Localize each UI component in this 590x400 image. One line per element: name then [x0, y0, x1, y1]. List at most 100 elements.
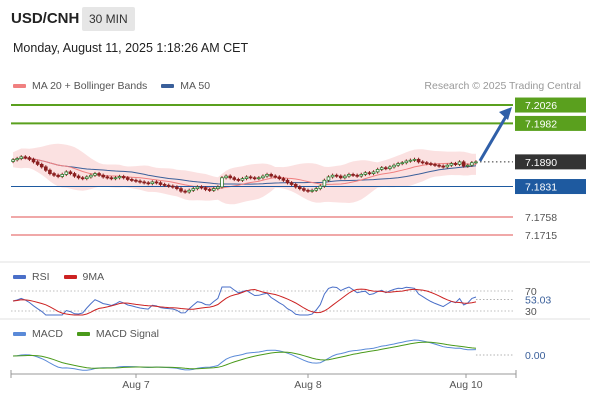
candle-down	[52, 173, 56, 176]
ma20-swatch	[13, 84, 26, 88]
candle-up	[64, 171, 69, 175]
macd-signal-swatch	[76, 332, 90, 336]
candle-down	[429, 163, 433, 165]
timeframe-button[interactable]: 30 MIN	[82, 7, 135, 31]
macd-label: MACD	[32, 328, 63, 340]
candle-up	[379, 167, 384, 170]
level-label: 7.1890	[525, 157, 557, 169]
candle-down	[48, 169, 52, 174]
candle-up	[113, 177, 118, 180]
candle-down	[232, 177, 237, 180]
candle-down	[281, 178, 286, 181]
rsi-swatch	[13, 275, 26, 279]
rsi-legend: RSI 9MA	[13, 271, 118, 283]
level-label: 7.2026	[525, 100, 557, 112]
legend-ma50: MA 50	[161, 80, 210, 92]
candle-down	[80, 177, 85, 180]
candle-up	[191, 188, 196, 191]
candle-up	[187, 189, 191, 193]
candle-down	[109, 177, 114, 180]
level-badge	[515, 115, 586, 131]
candle-down	[252, 177, 257, 180]
candle-down	[269, 174, 273, 177]
candle-down	[68, 171, 73, 174]
candle-up	[265, 174, 269, 177]
price-panel: 7.2026 7.1982 7.1890 7.1831 7.1758 7.1715	[11, 97, 586, 242]
candle-down	[158, 182, 163, 185]
symbol-title: USD/CNH	[11, 10, 80, 27]
rsi-level-label: 70	[525, 286, 537, 298]
level-badge	[515, 179, 586, 195]
candle-down	[306, 189, 310, 192]
candle-down	[461, 161, 466, 167]
candle-down	[277, 176, 282, 179]
candle-down	[23, 156, 28, 159]
candle-up	[330, 174, 335, 178]
candle-up	[363, 172, 368, 175]
macd-signal-line	[12, 341, 477, 370]
level-badge	[515, 97, 586, 113]
candle-down	[351, 174, 355, 176]
candle-up	[93, 173, 97, 176]
candle-up	[216, 186, 220, 190]
candle-up	[359, 174, 364, 177]
candle-down	[302, 188, 306, 191]
candle-down	[441, 165, 445, 168]
candle-down	[183, 190, 187, 193]
candle-up	[396, 163, 400, 166]
candle-down	[44, 166, 48, 171]
level-badge	[515, 154, 586, 170]
candle-down	[31, 158, 36, 163]
ma50-swatch	[161, 84, 175, 88]
candle-down	[105, 176, 110, 179]
candle-down	[248, 176, 253, 179]
macd-panel: 0.00	[12, 339, 546, 371]
candle-up	[408, 159, 413, 162]
candle-down	[285, 179, 290, 184]
candle-up	[449, 163, 454, 166]
candle-down	[56, 174, 60, 177]
candle-down	[121, 176, 126, 179]
candle-down	[424, 162, 429, 165]
candle-down	[293, 184, 298, 188]
legend-ma20: MA 20 + Bollinger Bands	[13, 80, 147, 92]
chart-datetime: Monday, August 11, 2025 1:18:26 AM CET	[13, 41, 249, 55]
candle-down	[101, 174, 105, 178]
candle-up	[244, 176, 249, 179]
bollinger-band	[13, 143, 476, 205]
x-tick-label: Aug 10	[449, 379, 482, 391]
candle-up	[388, 166, 392, 169]
candle-down	[420, 161, 425, 164]
forecast-arrow-head	[499, 107, 512, 121]
level-label: 7.1831	[525, 182, 557, 194]
candle-up	[318, 185, 323, 190]
candle-up	[89, 174, 93, 178]
ma20-line	[12, 157, 476, 190]
candle-up	[220, 177, 224, 188]
candle-up	[314, 188, 318, 191]
rsi-line	[12, 286, 477, 316]
candle-down	[154, 181, 159, 184]
macd-line	[12, 339, 477, 371]
candle-down	[338, 175, 343, 179]
candle-up	[404, 160, 409, 164]
candle-down	[125, 177, 130, 180]
legend-macd: MACD	[13, 328, 63, 340]
candle-down	[138, 180, 142, 183]
candle-up	[412, 158, 417, 161]
level-label: 7.1758	[525, 212, 557, 224]
candle-down	[367, 172, 372, 175]
legend-rsi-ma: 9MA	[63, 271, 104, 283]
candle-down	[334, 174, 339, 177]
candle-up	[470, 162, 474, 166]
level-label: 7.1982	[525, 118, 557, 130]
candle-down	[228, 175, 232, 179]
candle-up	[261, 175, 265, 179]
candle-down	[433, 163, 437, 166]
candle-down	[97, 173, 101, 176]
candle-down	[273, 175, 278, 178]
candle-down	[166, 184, 171, 187]
x-tick-label: Aug 7	[122, 379, 150, 391]
